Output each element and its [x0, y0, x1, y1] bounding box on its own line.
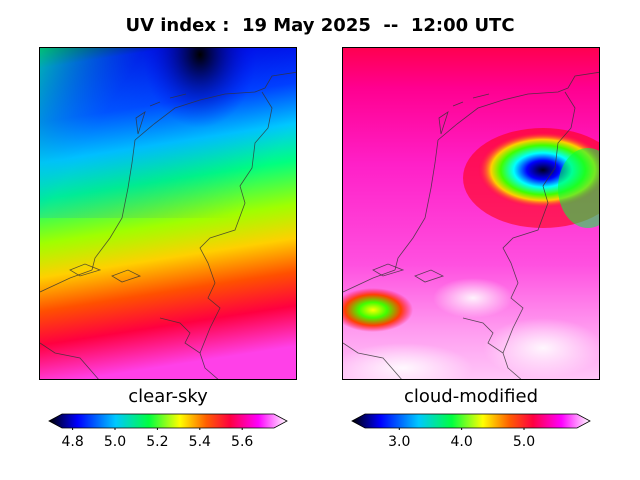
cloud-modified-colorbar — [351, 413, 591, 430]
cloud-modified-label: cloud-modified — [403, 386, 539, 407]
clear-sky-label: clear-sky — [128, 386, 208, 407]
colorbar-tick-label: 5.0 — [103, 434, 127, 450]
colorbar-tick-label: 4.8 — [61, 434, 84, 450]
colorbar-tick-label: 4.0 — [450, 434, 473, 450]
cloud-modified-map-image — [343, 48, 599, 379]
colorbar-tick-label: 5.4 — [188, 434, 211, 450]
colorbar-tick-label: 5.2 — [146, 434, 169, 450]
clear-sky-map-image — [40, 48, 296, 379]
clear-sky-map — [39, 47, 297, 380]
cloud-modified-map — [342, 47, 600, 380]
colorbar-tick-label: 5.6 — [231, 434, 254, 450]
colorbar-tick-label: 3.0 — [388, 434, 411, 450]
map-title: UV index : 19 May 2025 -- 12:00 UTC — [125, 15, 515, 36]
colorbar-tick-label: 5.0 — [512, 434, 536, 450]
clear-sky-colorbar — [48, 413, 288, 430]
